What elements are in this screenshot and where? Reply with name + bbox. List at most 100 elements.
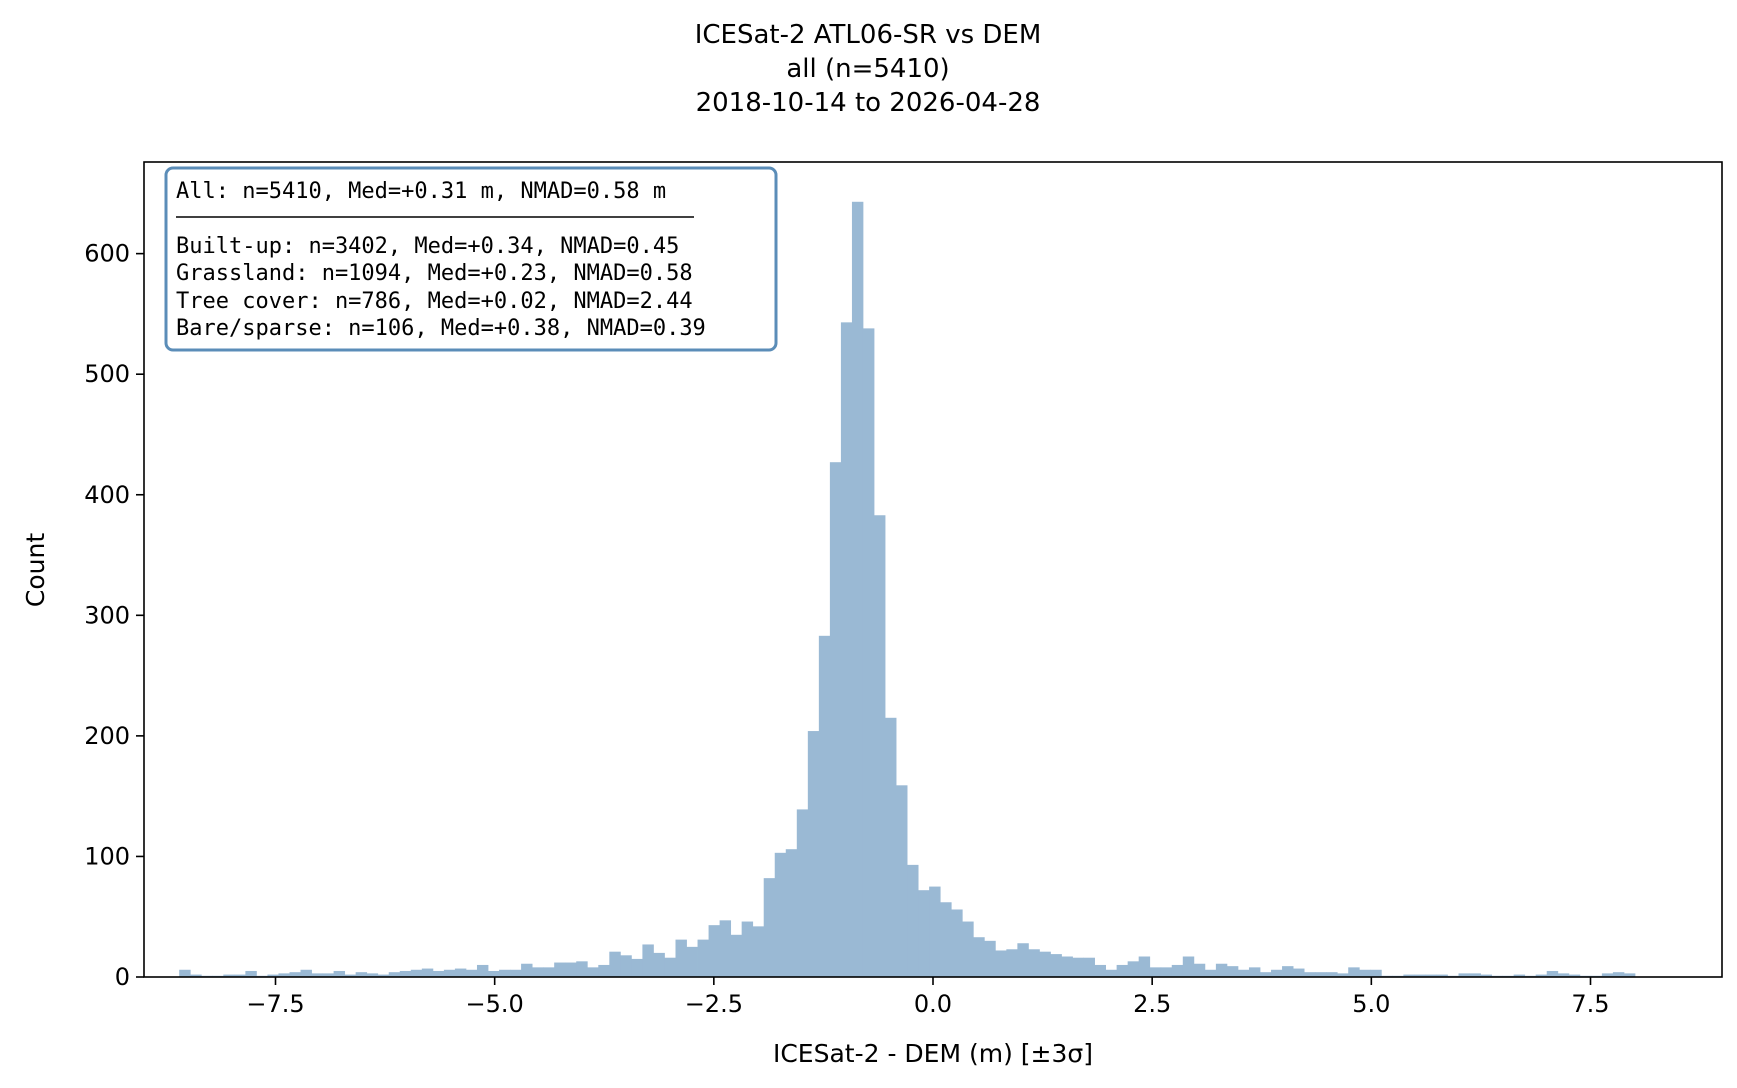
histogram-bar	[1204, 969, 1217, 977]
histogram-bar	[1061, 956, 1073, 977]
x-tick-label: 0.0	[914, 990, 952, 1018]
histogram-bar	[1535, 974, 1548, 977]
histogram-bar	[929, 886, 941, 977]
histogram-bar	[521, 963, 533, 977]
histogram-bar	[829, 462, 842, 977]
x-axis-ticks: −7.5 −5.0 −2.5 0.0 2.5 5.0 7.5	[246, 977, 1610, 1018]
histogram-bar	[642, 944, 654, 977]
histogram-bar	[885, 717, 897, 977]
histogram-bar	[774, 852, 787, 977]
histogram-bar	[1171, 964, 1184, 977]
histogram-bar	[278, 973, 290, 977]
histogram-bar	[1237, 969, 1250, 977]
y-tick-label: 500	[84, 360, 130, 388]
histogram-bar	[1568, 974, 1581, 977]
histogram-bar	[1017, 943, 1029, 977]
histogram-bar	[289, 972, 301, 977]
histogram-bar	[311, 973, 323, 977]
histogram-bar	[995, 950, 1007, 977]
y-tick-label: 100	[84, 842, 130, 870]
histogram-bar	[1083, 957, 1095, 977]
histogram-bar	[510, 969, 522, 977]
histogram-bar	[653, 952, 665, 977]
histogram-bar	[807, 731, 820, 977]
chart-date-range: 2018-10-14 to 2026-04-28	[696, 88, 1041, 118]
histogram-bar	[454, 968, 467, 977]
histogram-bar	[333, 970, 346, 977]
histogram-bar	[1513, 974, 1526, 977]
histogram-bar	[245, 970, 257, 977]
histogram-bar	[984, 940, 996, 977]
histogram-bar	[697, 939, 709, 977]
histogram-bar	[366, 973, 379, 977]
histogram-bar	[1160, 967, 1173, 977]
histogram-bar	[465, 969, 478, 977]
histogram-bar	[796, 809, 809, 977]
histogram-bar	[1436, 974, 1448, 977]
chart-title: ICESat-2 ATL06-SR vs DEM	[695, 20, 1042, 50]
x-tick-label: 5.0	[1352, 990, 1390, 1018]
chart-subtitle: all (n=5410)	[786, 54, 949, 84]
histogram-bar	[532, 967, 544, 977]
histogram-bar	[1403, 974, 1415, 977]
histogram-bar	[818, 635, 831, 977]
histogram-bar	[631, 958, 643, 977]
y-tick-label: 200	[84, 722, 130, 750]
histogram-bar	[267, 974, 279, 977]
histogram-bar	[1127, 961, 1140, 977]
y-tick-label: 600	[84, 240, 130, 268]
histogram-bar	[543, 967, 555, 977]
histogram-bar	[1149, 967, 1162, 977]
x-axis-label: ICESat-2 - DEM (m) [±3σ]	[773, 1039, 1093, 1068]
histogram-bar	[322, 973, 335, 977]
histogram-bar	[598, 964, 610, 977]
histogram-bar	[730, 934, 743, 977]
histogram-bar	[719, 920, 732, 977]
histogram-bar	[190, 974, 202, 977]
histogram-bar	[565, 962, 577, 977]
histogram-bar	[1359, 969, 1371, 977]
histogram-bar	[874, 515, 886, 977]
histogram-bar	[476, 964, 489, 977]
histogram-bar	[1458, 973, 1470, 977]
histogram-bar	[1182, 956, 1195, 977]
histogram-bar	[1469, 973, 1481, 977]
histogram-bar	[1028, 949, 1040, 977]
histogram-bar	[421, 968, 434, 977]
histogram-bars	[179, 201, 1636, 977]
histogram-bar	[1116, 964, 1129, 977]
histogram-bar	[1348, 967, 1360, 977]
histogram-bar	[587, 967, 599, 977]
stats-line-grassland: Grassland: n=1094, Med=+0.23, NMAD=0.58	[176, 261, 693, 286]
histogram-bar	[1248, 967, 1261, 977]
histogram-bar	[355, 972, 368, 977]
histogram-bar	[1370, 969, 1382, 977]
x-tick-label: 2.5	[1133, 990, 1171, 1018]
x-tick-label: −7.5	[246, 990, 304, 1018]
histogram-bar	[223, 974, 235, 977]
histogram-bar	[377, 974, 390, 977]
histogram-bar	[443, 969, 456, 977]
histogram-bar	[1546, 970, 1559, 977]
histogram-bar	[609, 951, 621, 977]
histogram-bar	[234, 974, 246, 977]
histogram-bar	[620, 955, 632, 977]
histogram-bar	[344, 974, 357, 977]
histogram-bar	[675, 939, 687, 977]
histogram-bar	[1050, 954, 1062, 977]
histogram-bar	[918, 890, 930, 977]
x-tick-label: 7.5	[1571, 990, 1609, 1018]
histogram-bar	[410, 969, 423, 977]
stats-legend-box: All: n=5410, Med=+0.31 m, NMAD=0.58 m Bu…	[164, 166, 778, 352]
histogram-bar	[741, 921, 754, 977]
histogram-bar	[940, 902, 952, 977]
histogram-bar	[1215, 963, 1228, 977]
histogram-bar	[488, 970, 500, 977]
histogram-bar	[1612, 972, 1625, 977]
histogram-bar	[554, 962, 566, 977]
histogram-bar	[840, 322, 853, 977]
y-axis-ticks: 0 100 200 300 400 500 600	[84, 240, 144, 991]
histogram-bar	[686, 946, 698, 977]
histogram-bar	[1480, 974, 1492, 977]
